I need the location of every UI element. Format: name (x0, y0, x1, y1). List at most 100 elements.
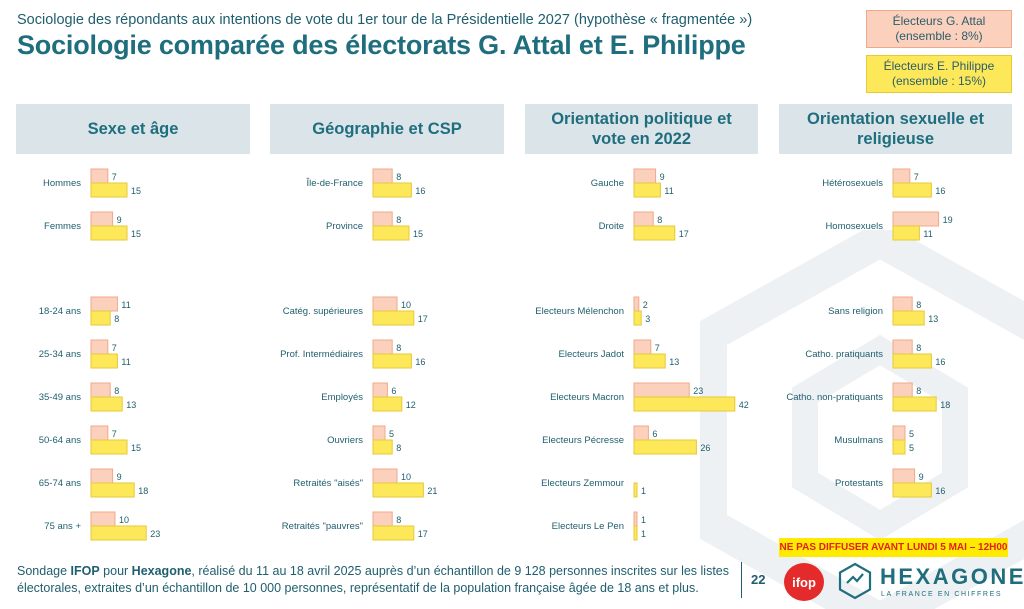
category-label-electeurs-macron: Electeurs Macron (550, 392, 624, 403)
value-label-attal-hommes: 7 (112, 172, 117, 182)
value-label-attal-25-34-ans: 7 (112, 343, 117, 353)
category-label-categ-superieures: Catég. supérieures (283, 306, 364, 317)
value-label-attal-protestants: 9 (919, 472, 924, 482)
value-label-attal-electeurs-pecresse: 6 (652, 429, 657, 439)
value-label-attal-gauche: 9 (660, 172, 665, 182)
bar-philippe-50-64-ans (90, 439, 128, 455)
value-label-philippe-75-ans: 23 (150, 529, 160, 539)
category-label-catho-pratiquants: Catho. pratiquants (805, 349, 883, 360)
category-label-75-ans: 75 ans + (44, 521, 81, 532)
value-label-attal-electeurs-le-pen: 1 (641, 515, 646, 525)
bar-attal-retraites-pauvres (372, 511, 393, 527)
value-label-attal-75-ans: 10 (119, 515, 129, 525)
value-label-philippe-sans-religion: 13 (928, 314, 938, 324)
category-label-electeurs-pecresse: Electeurs Pécresse (542, 435, 624, 446)
value-label-attal-catho-non-pratiquants: 8 (916, 386, 921, 396)
value-label-attal-province: 8 (396, 215, 401, 225)
bar-philippe-electeurs-melenchon (633, 310, 642, 326)
bar-philippe-province (372, 225, 410, 241)
value-label-philippe-electeurs-macron: 42 (739, 400, 749, 410)
footer-methodology: , réalisé du 11 au 18 avril 2025 auprès … (17, 564, 730, 595)
legend-attal-name: Électeurs G. Attal (892, 14, 986, 28)
bar-philippe-homosexuels (892, 225, 920, 241)
bar-attal-electeurs-melenchon (633, 296, 640, 312)
bar-attal-sans-religion (892, 296, 913, 312)
category-label-electeurs-le-pen: Electeurs Le Pen (552, 521, 624, 532)
bar-philippe-droite (633, 225, 676, 241)
bar-attal-75-ans (90, 511, 116, 527)
bar-attal-prof-intermediaires (372, 339, 393, 355)
value-label-attal-sans-religion: 8 (916, 300, 921, 310)
bar-attal-homosexuels (892, 211, 940, 227)
value-label-attal-electeurs-jadot: 7 (655, 343, 660, 353)
category-label-catho-non-pratiquants: Catho. non-pratiquants (786, 392, 883, 403)
value-label-attal-ile-de-france: 8 (396, 172, 401, 182)
value-label-attal-droite: 8 (657, 215, 662, 225)
value-label-philippe-electeurs-pecresse: 26 (700, 443, 710, 453)
bar-attal-electeurs-pecresse (633, 425, 649, 441)
page-title: Sociologie comparée des électorats G. At… (17, 30, 746, 60)
bar-attal-18-24-ans (90, 296, 118, 312)
legend-philippe-name: Électeurs E. Philippe (883, 59, 995, 73)
bar-philippe-75-ans (90, 525, 147, 541)
value-label-philippe-femmes: 15 (131, 229, 141, 239)
value-label-philippe-ouvriers: 8 (396, 443, 401, 453)
value-label-philippe-25-34-ans: 11 (121, 357, 130, 367)
value-label-philippe-electeurs-jadot: 13 (669, 357, 679, 367)
bar-attal-electeurs-jadot (633, 339, 652, 355)
value-label-philippe-homosexuels: 11 (923, 229, 932, 239)
bar-attal-25-34-ans (90, 339, 109, 355)
value-label-philippe-categ-superieures: 17 (418, 314, 428, 324)
bar-attal-electeurs-le-pen (633, 511, 638, 527)
bar-attal-protestants (892, 468, 916, 484)
value-label-attal-catho-pratiquants: 8 (916, 343, 921, 353)
category-label-droite: Droite (599, 221, 624, 232)
legend-philippe: Électeurs E. Philippe (ensemble : 15%) (866, 55, 1012, 93)
value-label-philippe-retraites-aises: 21 (427, 486, 437, 496)
footer-divider (741, 562, 742, 598)
bar-philippe-electeurs-le-pen (633, 525, 638, 541)
category-label-employes: Employés (321, 392, 363, 403)
legend-attal: Électeurs G. Attal (ensemble : 8%) (866, 10, 1012, 48)
bar-attal-categ-superieures (372, 296, 398, 312)
bar-philippe-gauche (633, 182, 661, 198)
category-label-gauche: Gauche (591, 178, 624, 189)
footer-ifop: IFOP (70, 564, 100, 578)
bar-philippe-ouvriers (372, 439, 393, 455)
bar-attal-province (372, 211, 393, 227)
bar-attal-heterosexuels (892, 168, 911, 184)
value-label-philippe-hommes: 15 (131, 186, 141, 196)
value-label-attal-electeurs-macron: 23 (693, 386, 703, 396)
background-hexagon-decoration (700, 230, 1024, 609)
bar-attal-35-49-ans (90, 382, 111, 398)
category-label-province: Province (326, 221, 363, 232)
value-label-philippe-electeurs-zemmour: 1 (641, 486, 646, 496)
category-label-18-24-ans: 18-24 ans (39, 306, 82, 317)
value-label-philippe-catho-non-pratiquants: 18 (940, 400, 950, 410)
value-label-philippe-electeurs-le-pen: 1 (641, 529, 646, 539)
bar-philippe-electeurs-zemmour (633, 482, 638, 498)
bar-philippe-electeurs-jadot (633, 353, 666, 369)
bar-attal-droite (633, 211, 654, 227)
value-label-attal-employes: 6 (391, 386, 396, 396)
value-label-philippe-ile-de-france: 16 (415, 186, 425, 196)
category-label-sans-religion: Sans religion (828, 306, 883, 317)
value-label-philippe-35-49-ans: 13 (126, 400, 136, 410)
legend-philippe-ensemble: (ensemble : 15%) (891, 74, 987, 88)
category-label-electeurs-jadot: Electeurs Jadot (559, 349, 625, 360)
value-label-attal-65-74-ans: 9 (117, 472, 122, 482)
category-label-ouvriers: Ouvriers (327, 435, 363, 446)
panel-header-sexe-age: Sexe et âge (16, 104, 250, 154)
bar-philippe-retraites-pauvres (372, 525, 415, 541)
bar-attal-employes (372, 382, 388, 398)
bar-philippe-musulmans (892, 439, 906, 455)
value-label-attal-prof-intermediaires: 8 (396, 343, 401, 353)
value-label-attal-heterosexuels: 7 (914, 172, 919, 182)
value-label-philippe-employes: 12 (406, 400, 416, 410)
value-label-attal-18-24-ans: 11 (121, 300, 130, 310)
bar-attal-gauche (633, 168, 657, 184)
bar-philippe-18-24-ans (90, 310, 111, 326)
value-label-philippe-electeurs-melenchon: 3 (645, 314, 650, 324)
value-label-philippe-65-74-ans: 18 (138, 486, 148, 496)
value-label-attal-retraites-aises: 10 (401, 472, 411, 482)
